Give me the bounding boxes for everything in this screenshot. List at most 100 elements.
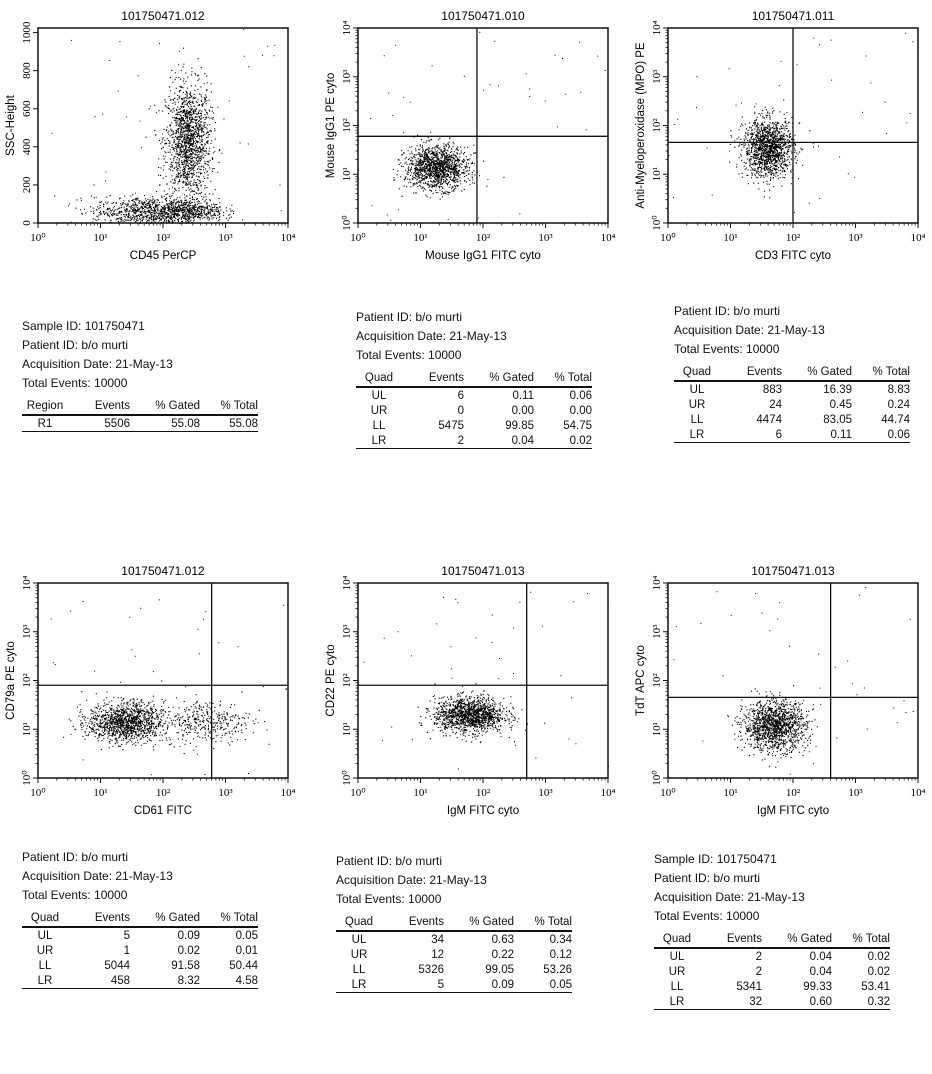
y-tick-label: 10⁰ xyxy=(21,770,33,786)
table-cell: UL xyxy=(689,384,705,396)
column-header: % Gated xyxy=(782,365,852,382)
plot-cd3-mpo: 101750471.011 10⁰ 10¹ 10² 10³ 10⁴ 10⁰ 10¹ 10² 10³… xyxy=(635,9,926,262)
x-axis-label: IgM FITC cyto xyxy=(447,805,519,817)
y-tick-label: 10² xyxy=(651,673,663,688)
y-tick-label: 10³ xyxy=(341,624,353,639)
column-header: % Gated xyxy=(130,399,200,416)
table-cell: 24 xyxy=(769,399,782,411)
y-tick-label: 10² xyxy=(341,118,353,133)
table-row: UL 5 0.09 0.05 xyxy=(22,927,258,943)
y-axis-label: SSC-Height xyxy=(5,94,17,156)
info-line: Acquisition Date: 21-May-13 xyxy=(674,323,825,337)
table-cell: 0.04 xyxy=(464,433,534,449)
table-cell: 4.58 xyxy=(200,973,258,989)
y-tick-label: 600 xyxy=(21,100,33,117)
event-dots xyxy=(673,587,914,775)
y-tick-label: 10³ xyxy=(651,624,663,639)
y-tick-label: 10⁴ xyxy=(21,575,33,590)
table-cell: 5475 xyxy=(438,420,464,432)
plot-frame xyxy=(37,582,289,779)
stats-block-cd61-cd79a: Patient ID: b/o murti Acquisition Date: 2… xyxy=(22,848,292,989)
table-cell: 0.60 xyxy=(762,994,832,1010)
stats-block-cd3-mpo: Patient ID: b/o murti Acquisition Date: 2… xyxy=(674,302,924,443)
info-line: Patient ID: b/o murti xyxy=(654,871,761,885)
table-cell: UL xyxy=(37,930,53,942)
column-header: % Total xyxy=(200,911,258,928)
table-cell: 16.39 xyxy=(823,384,852,396)
table-cell: 5044 xyxy=(104,960,130,972)
y-tick-label: 400 xyxy=(21,138,33,155)
table-cell: 0.09 xyxy=(444,977,514,993)
table-row: LR 32 0.60 0.32 xyxy=(654,994,890,1010)
table-row: LR 5 0.09 0.05 xyxy=(336,977,572,993)
table-cell: 99.05 xyxy=(485,964,514,976)
table-cell: 2 xyxy=(402,433,464,449)
y-tick-label: 800 xyxy=(21,62,33,79)
table-row: UL 883 16.39 8.83 xyxy=(674,381,910,397)
event-dots xyxy=(51,29,282,225)
event-dots xyxy=(363,591,609,770)
plot-title: 101750471.013 xyxy=(751,564,835,578)
y-axis-label: CD79a PE cyto xyxy=(5,641,17,720)
table-cell: 0.00 xyxy=(569,405,592,417)
table-cell: 0.00 xyxy=(511,405,534,417)
table-cell: 0.11 xyxy=(512,390,534,402)
plot-frame xyxy=(667,582,919,779)
table-cell: 83.05 xyxy=(823,414,852,426)
table-cell: 0.63 xyxy=(491,934,514,946)
stats-table: Quad Events% Gated% Total UL 34 0.63 0.34 UR 12… xyxy=(336,915,572,993)
table-cell: 44.74 xyxy=(881,414,910,426)
column-header: Events xyxy=(68,911,130,928)
column-header: Quad xyxy=(356,371,402,388)
x-tick-label: 10⁴ xyxy=(601,232,616,244)
table-row: LL 5044 91.58 50.44 xyxy=(22,958,258,973)
y-tick-label: 10² xyxy=(341,673,353,688)
table-row: UR 2 0.04 0.02 xyxy=(654,964,890,979)
table-cell: 0.12 xyxy=(549,949,572,961)
table-row: LL 5341 99.33 53.41 xyxy=(654,979,890,994)
x-tick-label: 10⁰ xyxy=(350,232,366,244)
plot-igm-tdt: 101750471.013 10⁰ 10¹ 10² 10³ 10⁴ 10⁰ 10¹ 10² 10³… xyxy=(635,564,926,817)
table-cell: 0.04 xyxy=(809,951,832,963)
table-cell: 6 xyxy=(720,427,782,443)
y-tick-label: 10⁴ xyxy=(341,575,353,590)
x-tick-label: 10³ xyxy=(218,787,233,799)
table-cell: UR xyxy=(350,949,368,961)
y-tick-label: 10³ xyxy=(651,69,663,84)
table-row: UL 6 0.11 0.06 xyxy=(356,387,592,403)
y-tick-label: 10¹ xyxy=(341,167,353,181)
column-header: % Total xyxy=(514,915,572,932)
y-tick-label: 10⁰ xyxy=(651,770,663,786)
column-header: % Gated xyxy=(762,932,832,949)
column-header: Events xyxy=(382,915,444,932)
stats-block-igm-cd22: Patient ID: b/o murti Acquisition Date: 2… xyxy=(336,852,596,993)
x-tick-label: 10² xyxy=(786,232,801,244)
x-tick-label: 10⁰ xyxy=(660,787,676,799)
info-line: Total Events: 10000 xyxy=(336,892,442,906)
table-row: LR 6 0.11 0.06 xyxy=(674,427,910,443)
x-tick-label: 10¹ xyxy=(413,232,427,244)
x-tick-label: 10³ xyxy=(848,787,863,799)
table-cell: 4474 xyxy=(756,414,782,426)
table-cell: UL xyxy=(351,934,367,946)
y-tick-label: 0 xyxy=(21,220,33,226)
plot-frame xyxy=(357,582,609,779)
stats-table: Quad Events% Gated% Total UL 5 0.09 0.05 UR 1 0.… xyxy=(22,911,258,989)
plot-frame xyxy=(37,27,289,224)
info-line: Acquisition Date: 21-May-13 xyxy=(22,357,173,371)
x-tick-label: 10¹ xyxy=(93,232,107,244)
table-cell: 883 xyxy=(762,384,782,396)
table-cell: R1 xyxy=(22,415,68,432)
table-row: UR 12 0.22 0.12 xyxy=(336,947,572,962)
event-dots xyxy=(370,31,606,221)
info-line: Acquisition Date: 21-May-13 xyxy=(336,873,487,887)
x-tick-label: 10⁴ xyxy=(281,232,296,244)
table-row: LL 4474 83.05 44.74 xyxy=(674,412,910,427)
table-cell: UL xyxy=(371,390,387,402)
table-row: LR 458 8.32 4.58 xyxy=(22,973,258,989)
scatter-points xyxy=(673,587,914,775)
table-cell: 0.04 xyxy=(809,966,832,978)
x-tick-label: 10³ xyxy=(218,232,233,244)
table-cell: LL xyxy=(352,964,366,976)
table-cell: 55.08 xyxy=(200,415,258,432)
